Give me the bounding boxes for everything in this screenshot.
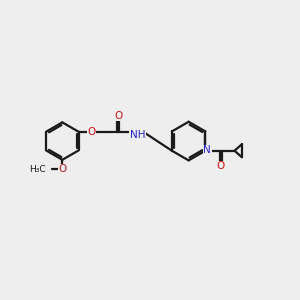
Text: NH: NH [130,130,145,140]
Text: O: O [58,164,66,174]
Text: N: N [203,145,211,155]
Text: H₃C: H₃C [29,165,46,174]
Text: O: O [115,111,123,121]
Text: O: O [216,161,224,171]
Text: O: O [88,127,96,137]
